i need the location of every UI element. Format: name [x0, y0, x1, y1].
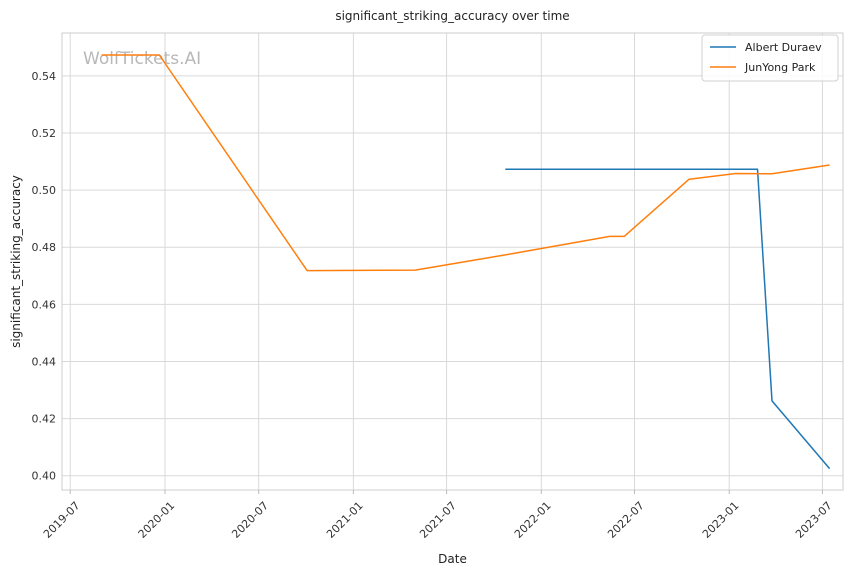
series-lines	[101, 54, 831, 470]
y-tick-label: 0.52	[32, 127, 57, 140]
x-tick-label: 2021-07	[417, 499, 459, 541]
y-axis-ticks: 0.40 0.42 0.44 0.46 0.48 0.50 0.52 0.54	[32, 70, 57, 483]
y-tick-label: 0.42	[32, 413, 57, 426]
x-tick-label: 2022-07	[605, 499, 647, 541]
chart-title: significant_striking_accuracy over time	[335, 9, 569, 23]
x-tick-label: 2019-07	[41, 499, 83, 541]
plot-area-frame	[61, 32, 844, 491]
y-tick-label: 0.48	[32, 241, 57, 254]
legend-label: Albert Duraev	[745, 41, 822, 54]
x-tick-label: 2020-07	[229, 499, 271, 541]
series-line-junyong-park	[101, 54, 830, 272]
legend-label: JunYong Park	[744, 61, 816, 74]
watermark-text: WolfTickets.AI	[83, 49, 201, 69]
x-tick-label: 2023-01	[700, 499, 742, 541]
y-tick-label: 0.40	[32, 470, 57, 483]
y-tick-label: 0.44	[32, 355, 57, 368]
x-tick-label: 2021-01	[324, 499, 366, 541]
x-axis-ticks: 2019-07 2020-01 2020-07 2021-01 2021-07 2022-…	[41, 490, 835, 541]
y-tick-label: 0.54	[32, 70, 57, 83]
x-tick-label: 2020-01	[136, 499, 178, 541]
grid	[62, 33, 843, 490]
legend: Albert Duraev JunYong Park	[701, 34, 839, 82]
y-axis-title: significant_striking_accuracy	[9, 175, 23, 348]
x-tick-label: 2022-01	[512, 499, 554, 541]
y-tick-label: 0.50	[32, 184, 57, 197]
x-tick-label: 2023-07	[793, 499, 835, 541]
y-tick-label: 0.46	[32, 298, 57, 311]
series-line-albert-duraev	[505, 168, 831, 470]
x-axis-title: Date	[438, 552, 467, 566]
